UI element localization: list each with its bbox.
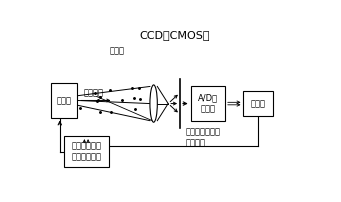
Point	[97, 96, 103, 99]
Point	[119, 99, 125, 102]
Text: 测量区: 测量区	[109, 46, 124, 55]
Point	[77, 106, 83, 109]
Text: 激光器功率反馈
控制信号: 激光器功率反馈 控制信号	[186, 127, 220, 147]
Text: 激光器: 激光器	[56, 96, 71, 105]
Point	[136, 87, 142, 90]
Ellipse shape	[150, 85, 157, 122]
Bar	[64, 136, 109, 167]
Point	[98, 110, 103, 114]
Point	[132, 107, 138, 110]
Point	[131, 96, 136, 99]
Point	[96, 98, 101, 102]
Point	[108, 110, 114, 113]
Point	[129, 86, 135, 90]
Text: CCD（CMOS）: CCD（CMOS）	[139, 31, 210, 40]
Bar	[243, 91, 272, 116]
Point	[94, 100, 100, 103]
Text: A/D数
据采集: A/D数 据采集	[198, 94, 218, 114]
Bar	[191, 86, 225, 121]
Text: 激光器供电及
功率调整电路: 激光器供电及 功率调整电路	[71, 142, 101, 162]
Text: 计算机: 计算机	[251, 99, 266, 108]
Point	[107, 88, 113, 92]
Point	[138, 98, 143, 101]
Point	[92, 92, 98, 95]
Bar	[50, 83, 77, 118]
Text: 接收透镜: 接收透镜	[84, 88, 104, 97]
